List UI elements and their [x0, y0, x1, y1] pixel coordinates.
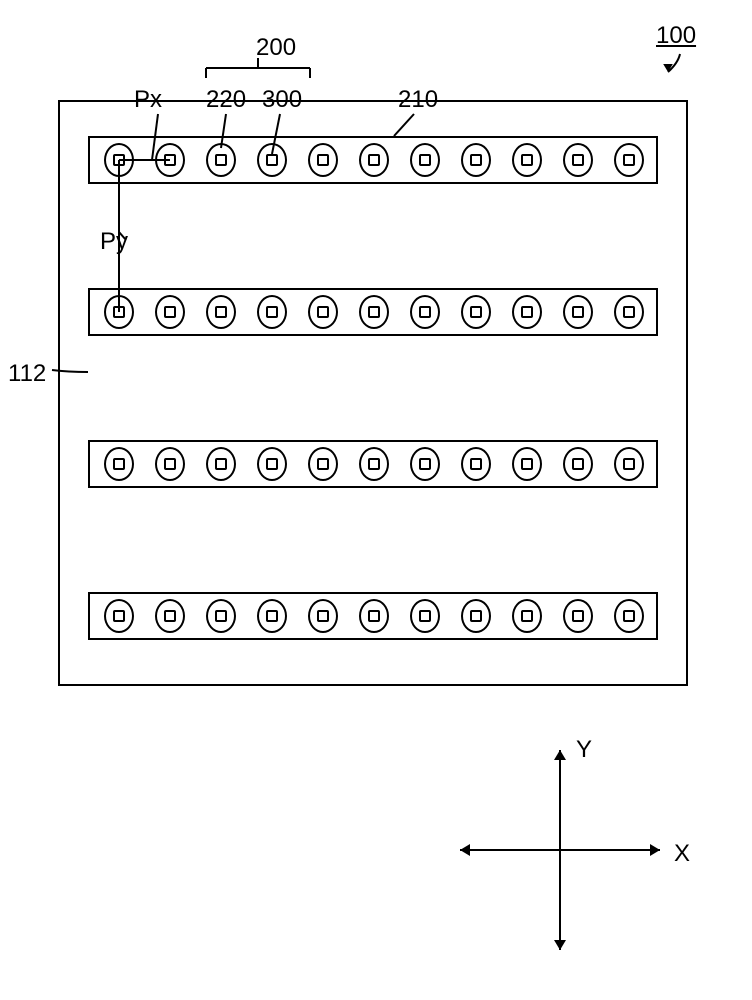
diagram-linework — [0, 0, 752, 1000]
